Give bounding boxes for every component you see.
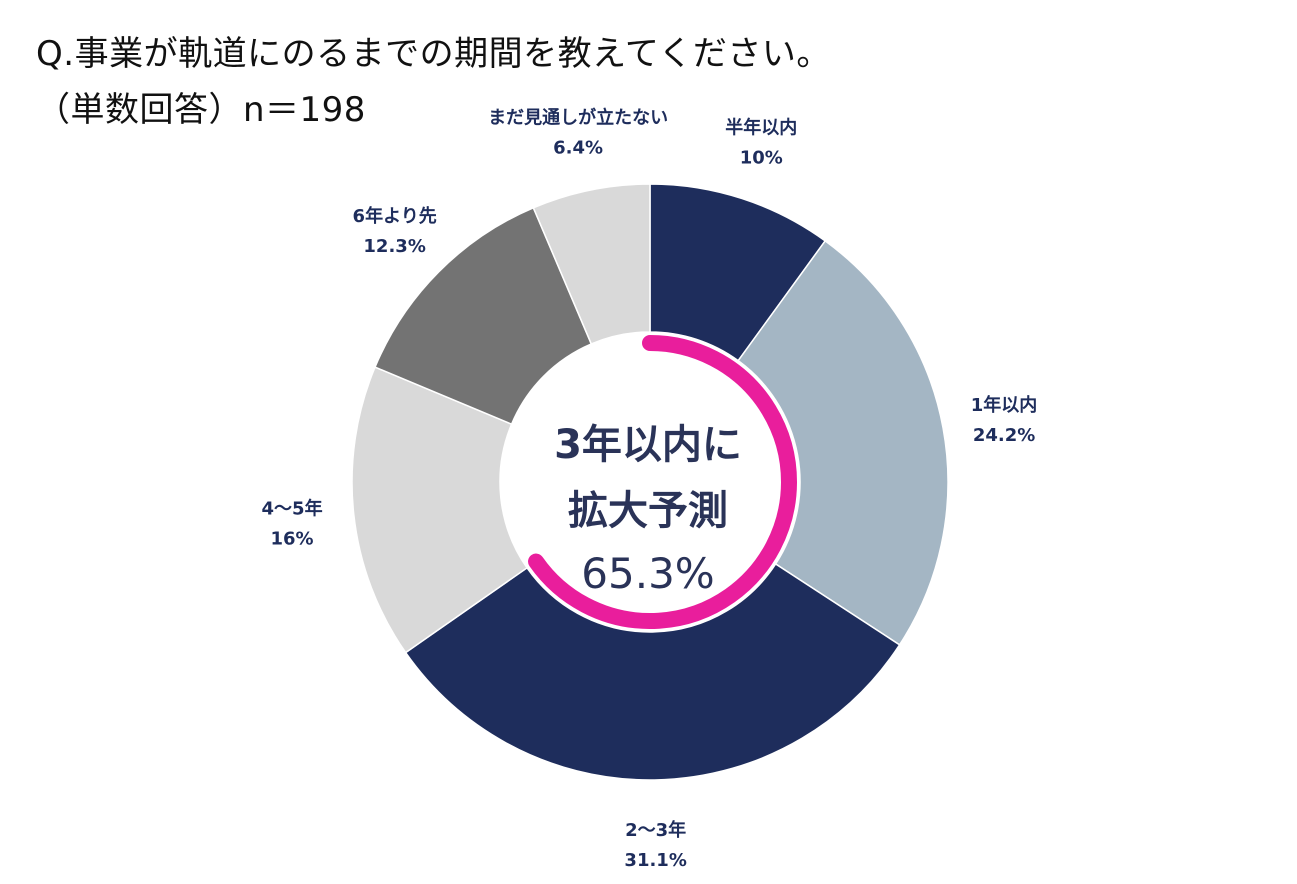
slice-label-1: 半年以内 10%	[725, 117, 797, 169]
slice-label-category: 1年以内	[971, 394, 1038, 416]
slices-layer	[351, 183, 949, 781]
slice-label-6: まだ見通しが立たない 6.4%	[488, 106, 668, 158]
center-text-line3: 65.3%	[581, 549, 714, 598]
slice-label-3: 2〜3年 31.1%	[624, 819, 686, 871]
highlight-layer	[500, 332, 800, 632]
chart-title: Q.事業が軌道にのるまでの期間を教えてください。 （単数回答）n＝198	[36, 26, 831, 138]
slice-label-category: 4〜5年	[262, 497, 323, 519]
slice-label-value: 6.4%	[553, 137, 603, 158]
highlight-arc	[528, 335, 797, 629]
slice-label-category: 6年より先	[353, 205, 437, 227]
center-text-line2: 拡大予測	[568, 488, 728, 534]
slice-label-2: 1年以内 24.2%	[971, 394, 1038, 446]
center-label: 3年以内に 拡大予測 65.3%	[554, 422, 742, 598]
slice-4	[351, 366, 529, 654]
center-text-line1: 3年以内に	[554, 422, 742, 468]
slice-label-value: 16%	[271, 528, 314, 549]
chart-title-question: Q.事業が軌道にのるまでの期間を教えてください。	[36, 34, 831, 74]
slice-label-category: まだ見通しが立たない	[488, 106, 668, 128]
slice-label-value: 24.2%	[973, 425, 1035, 446]
slice-label-4: 4〜5年 16%	[262, 497, 323, 549]
slice-label-5: 6年より先 12.3%	[353, 205, 437, 257]
slice-label-value: 31.1%	[624, 850, 686, 871]
slice-label-category: 2〜3年	[625, 819, 686, 841]
slice-label-value: 12.3%	[363, 236, 425, 257]
slice-label-category: 半年以内	[725, 117, 797, 139]
donut-hole	[500, 332, 800, 632]
slice-label-value: 10%	[740, 148, 783, 169]
chart-title-sample-size: （単数回答）n＝198	[36, 90, 366, 130]
labels-layer: 半年以内 10% 1年以内 24.2% 2〜3年 31.1% 4〜5年 16% 6年より先 12.…	[262, 106, 1038, 871]
